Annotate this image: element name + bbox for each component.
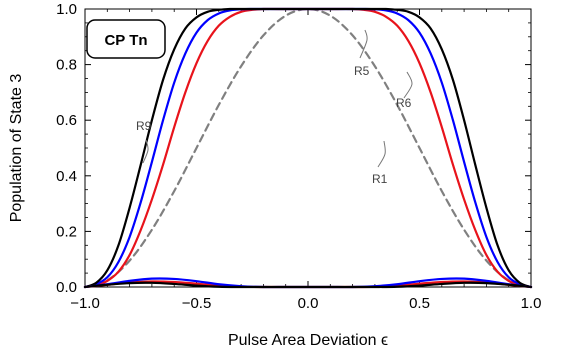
annotation-leader [403, 71, 413, 99]
chart-badge-label: CP Tn [104, 32, 147, 49]
y-tick-label: 0.4 [56, 168, 77, 185]
x-axis-title: Pulse Area Deviation ϵ [228, 332, 388, 349]
y-tick-label: 0.8 [56, 57, 77, 74]
x-tick-label: 0.0 [298, 295, 319, 312]
annotation-label-r6: R6 [396, 96, 412, 110]
series-line-r9-low [83, 281, 533, 289]
annotation-label-r1: R1 [372, 172, 388, 186]
chart-badge: CP Tn [86, 19, 166, 59]
chart-badge-box [86, 19, 166, 59]
x-tick-label: −1.0 [70, 295, 100, 312]
annotation-leader [142, 139, 149, 164]
y-axis-title: Population of State 3 [8, 74, 25, 223]
annotation-leader [359, 29, 368, 59]
curves [83, 7, 533, 289]
x-tick-label: 1.0 [521, 295, 542, 312]
annotation-leader [377, 140, 386, 168]
x-tick-label: −0.5 [182, 295, 212, 312]
series-line-r9 [83, 7, 533, 289]
annotation-label-r9: R9 [136, 119, 152, 133]
annotation-label-r5: R5 [354, 64, 370, 78]
y-tick-label: 0.2 [56, 223, 77, 240]
y-tick-label: 0.0 [56, 279, 77, 296]
y-tick-label: 0.6 [56, 112, 77, 129]
series-line-r1 [83, 7, 533, 289]
x-tick-label: 0.5 [409, 295, 430, 312]
y-tick-label: 1.0 [56, 1, 77, 18]
annotations: R9 R5 R6 R1 [136, 29, 413, 186]
